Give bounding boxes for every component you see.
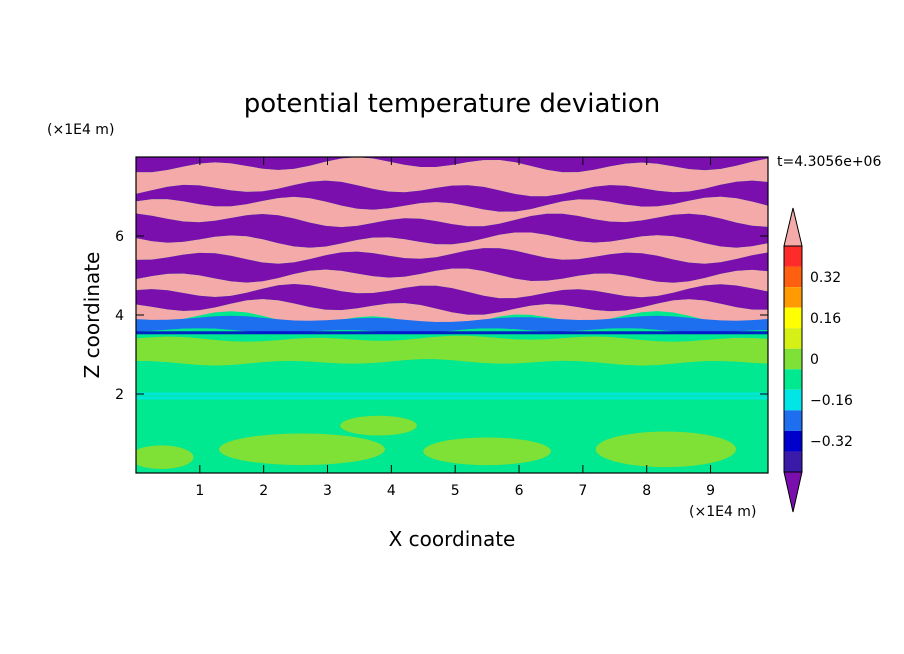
field-band	[136, 248, 768, 283]
x-tick-label: 5	[451, 483, 460, 499]
colorbar-extend-top	[783, 207, 803, 247]
field-band	[136, 359, 768, 398]
x-unit-label: (×1E4 m)	[689, 504, 756, 520]
field-band	[136, 157, 768, 197]
colorbar-segment	[784, 389, 802, 411]
x-tick-label: 8	[642, 483, 651, 499]
field-band	[136, 157, 768, 173]
x-axis-title: X coordinate	[389, 527, 516, 551]
x-tick-label: 9	[706, 483, 715, 499]
field-band	[136, 284, 768, 315]
x-tick-label: 4	[387, 483, 396, 499]
y-tick-label: 2	[115, 387, 124, 403]
field-streak	[136, 325, 768, 329]
field-streak	[136, 392, 768, 396]
colorbar-segment	[784, 287, 802, 308]
field-band	[136, 335, 768, 366]
field-band	[136, 232, 768, 264]
field-band	[136, 299, 768, 327]
field-blob	[423, 437, 551, 466]
field-streak	[136, 331, 768, 335]
colorbar-segment	[784, 451, 802, 472]
colorbar: 0.32 0.16 0 −0.16 −0.32	[783, 207, 853, 513]
field-band	[136, 196, 768, 228]
colorbar-segment	[784, 246, 802, 267]
colorbar-segment	[784, 369, 802, 390]
colorbar-label: −0.16	[810, 393, 853, 409]
time-label: t=4.3056e+06	[777, 154, 881, 170]
colorbar-label: 0.16	[810, 311, 841, 327]
field-streak	[136, 396, 768, 400]
field-band	[136, 268, 768, 299]
colorbar-segment	[784, 307, 802, 329]
field-blob	[595, 431, 737, 468]
field-blob	[218, 433, 385, 466]
colorbar-segment	[784, 430, 802, 452]
field-band	[136, 315, 768, 334]
chart-title: potential temperature deviation	[244, 89, 660, 119]
colorbar-extend-bottom	[783, 471, 803, 513]
colorbar-label: 0.32	[810, 270, 841, 286]
colorbar-segment	[784, 410, 802, 431]
field-blob	[340, 415, 417, 436]
x-tick-label: 2	[259, 483, 268, 499]
y-tick-label: 4	[115, 308, 124, 324]
colorbar-segment	[784, 266, 802, 288]
colorbar-label: 0	[810, 352, 819, 368]
field-band	[136, 213, 768, 248]
colorbar-label: −0.32	[810, 434, 853, 450]
x-tick-label: 6	[515, 483, 524, 499]
y-axis-title: Z coordinate	[80, 252, 104, 379]
x-axis-ticks: 1 2 3 4 5 6 7 8 9	[195, 157, 715, 499]
y-unit-label: (×1E4 m)	[47, 122, 114, 138]
x-tick-label: 1	[195, 483, 204, 499]
colorbar-segment	[784, 328, 802, 349]
contour-field	[136, 157, 768, 473]
x-tick-label: 7	[578, 483, 587, 499]
x-tick-label: 3	[323, 483, 332, 499]
field-blob	[136, 445, 194, 470]
y-tick-label: 6	[115, 229, 124, 245]
colorbar-segment	[784, 348, 802, 370]
y-axis-ticks: 2 4 6	[115, 229, 768, 403]
field-band	[136, 180, 768, 212]
